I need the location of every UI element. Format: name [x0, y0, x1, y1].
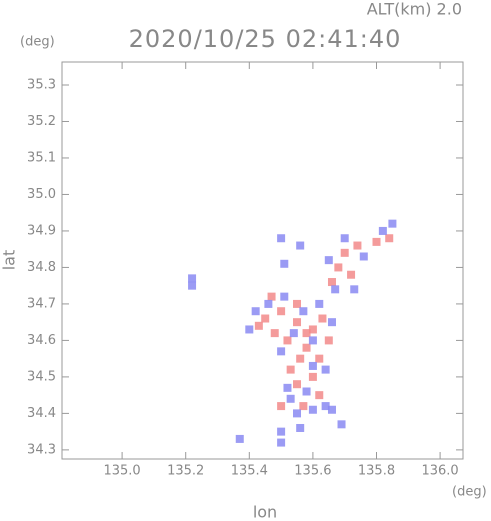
echo-cell	[188, 281, 197, 290]
echo-cell	[293, 318, 302, 327]
echo-cell	[359, 252, 368, 261]
subtitle: ALT(km) 2.0	[367, 0, 462, 19]
echo-cell	[347, 270, 356, 279]
y-tick-label: 34.3	[27, 442, 56, 457]
echo-cell	[308, 361, 317, 370]
echo-cell	[372, 237, 381, 246]
echo-cell	[308, 372, 317, 381]
x-axis-label: lon	[253, 503, 277, 521]
y-tick-label: 35.3	[27, 77, 56, 92]
echo-cell	[302, 387, 311, 396]
echo-cell	[385, 234, 394, 243]
echo-cell	[296, 354, 305, 363]
y-tick-label: 34.6	[27, 333, 56, 348]
echo-cell	[283, 383, 292, 392]
echo-cell	[302, 329, 311, 338]
echo-cell	[277, 438, 286, 447]
echo-cell	[267, 292, 276, 301]
echo-cell	[251, 307, 260, 316]
y-tick-label: 34.7	[27, 296, 56, 311]
echo-cell	[388, 219, 397, 228]
echo-cell	[235, 434, 244, 443]
echo-cell	[337, 420, 346, 429]
y-tick-label: 34.9	[27, 223, 56, 238]
echo-cell	[280, 292, 289, 301]
y-tick-label: 34.4	[27, 406, 56, 421]
y-tick-label: 35.2	[27, 114, 56, 129]
echo-cell	[277, 347, 286, 356]
echo-cell	[340, 248, 349, 257]
echo-cell	[299, 402, 308, 411]
y-tick-label: 35.0	[27, 187, 56, 202]
echo-cell	[318, 314, 327, 323]
echo-cell	[327, 278, 336, 287]
echo-cell	[308, 405, 317, 414]
x-tick-label: 135.8	[358, 464, 395, 479]
echo-cell	[270, 329, 279, 338]
y-axis-label: lat	[0, 250, 19, 271]
echo-cell	[286, 394, 295, 403]
echo-cell	[264, 299, 273, 308]
echo-cell	[315, 299, 324, 308]
echo-cell	[327, 405, 336, 414]
echo-cell	[277, 427, 286, 436]
y-unit: (deg)	[20, 35, 55, 50]
y-tick-label: 35.1	[27, 150, 56, 165]
echo-cell	[280, 259, 289, 268]
echo-cell	[254, 321, 263, 330]
echo-cell	[350, 285, 359, 294]
echo-cell	[293, 409, 302, 418]
echo-cell	[324, 336, 333, 345]
x-unit: (deg)	[452, 485, 487, 500]
echo-cell	[293, 299, 302, 308]
echo-cell	[315, 391, 324, 400]
echo-cell	[277, 402, 286, 411]
echo-cell	[286, 365, 295, 374]
plot-frame	[61, 61, 464, 460]
echo-cell	[261, 314, 270, 323]
echo-cell	[308, 325, 317, 334]
echo-cell	[331, 285, 340, 294]
chart-title: 2020/10/25 02:41:40	[129, 25, 402, 53]
echo-cell	[315, 354, 324, 363]
echo-cell	[296, 423, 305, 432]
echo-cell	[302, 343, 311, 352]
echo-cell	[283, 336, 292, 345]
echo-cell	[378, 226, 387, 235]
x-tick-label: 135.6	[294, 464, 331, 479]
echo-cell	[321, 365, 330, 374]
x-tick-label: 135.0	[103, 464, 140, 479]
echo-cell	[327, 318, 336, 327]
echo-cell	[334, 263, 343, 272]
echo-cell	[321, 402, 330, 411]
y-tick-label: 34.8	[27, 260, 56, 275]
echo-cell	[245, 325, 254, 334]
echo-cell	[188, 274, 197, 283]
echo-cell	[289, 329, 298, 338]
echo-cell	[277, 234, 286, 243]
echo-cell	[353, 241, 362, 250]
echo-cell	[340, 234, 349, 243]
echo-cell	[308, 336, 317, 345]
echo-cell	[296, 241, 305, 250]
x-tick-label: 136.0	[421, 464, 458, 479]
x-tick-label: 135.2	[167, 464, 204, 479]
echo-cell	[293, 380, 302, 389]
y-tick-label: 34.5	[27, 369, 56, 384]
echo-cell	[324, 256, 333, 265]
echo-cell	[299, 307, 308, 316]
x-tick-label: 135.4	[231, 464, 268, 479]
echo-cell	[277, 307, 286, 316]
